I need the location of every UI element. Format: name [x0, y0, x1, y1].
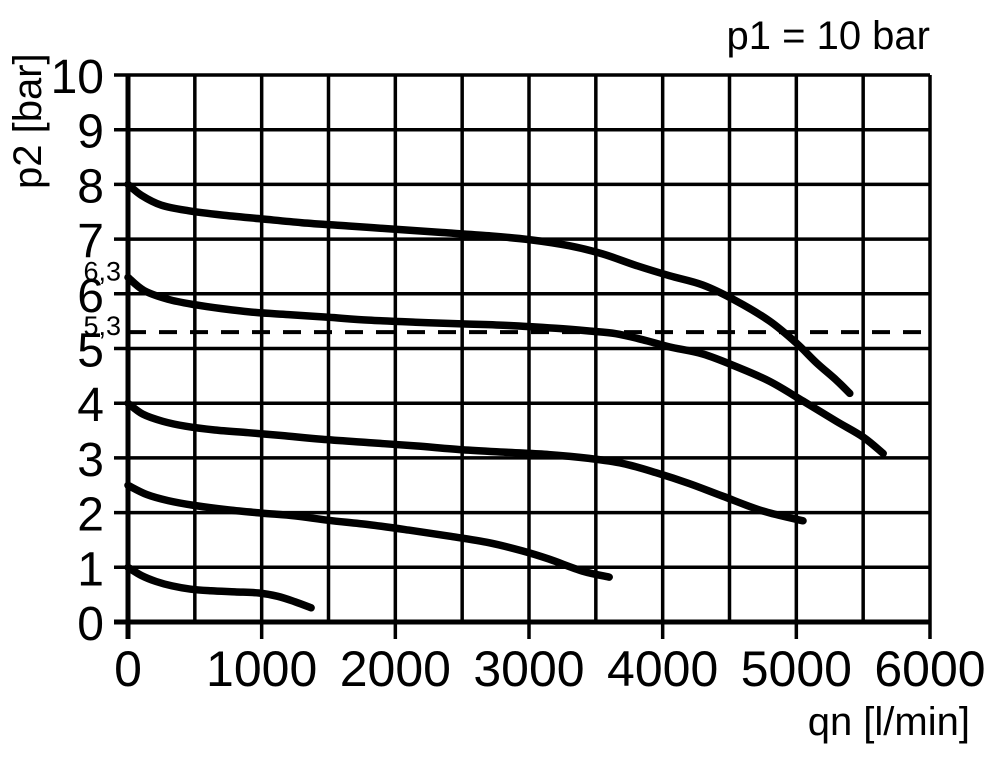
- y-tick-label: 8: [77, 160, 104, 213]
- y-tick-label: 1: [77, 543, 104, 596]
- y-tick-label: 0: [77, 598, 104, 651]
- x-tick-label: 2000: [340, 641, 451, 697]
- x-tick-label: 1000: [206, 641, 317, 697]
- x-axis-title: qn [l/min]: [807, 700, 970, 744]
- curve-set-4-bar: [124, 399, 807, 525]
- y-tick-label: 9: [77, 106, 104, 159]
- y-extra-label: 5,3: [83, 311, 121, 341]
- x-tick-label: 3000: [473, 641, 584, 697]
- y-axis-title: p2 [bar]: [6, 53, 50, 189]
- chart-title: p1 = 10 bar: [726, 14, 931, 58]
- y-tick-label: 4: [77, 379, 104, 432]
- x-tick-label: 4000: [607, 641, 718, 697]
- x-tick-label: 0: [114, 641, 142, 697]
- y-tick-label: 3: [77, 434, 104, 487]
- x-tick-label: 5000: [741, 641, 852, 697]
- curve-set-8-bar: [124, 180, 854, 398]
- y-tick-label: 10: [51, 51, 104, 104]
- curve-set-2-5-bar: [124, 481, 613, 581]
- curve-set-6-3-bar: [124, 273, 887, 458]
- y-tick-label: 5: [77, 325, 104, 378]
- y-tick-label: 7: [77, 215, 104, 268]
- y-extra-label: 6,3: [83, 256, 121, 286]
- x-tick-label: 6000: [874, 641, 985, 697]
- y-tick-label: 6: [77, 270, 104, 323]
- curve-set-1-bar: [124, 563, 315, 612]
- y-tick-label: 2: [77, 489, 104, 542]
